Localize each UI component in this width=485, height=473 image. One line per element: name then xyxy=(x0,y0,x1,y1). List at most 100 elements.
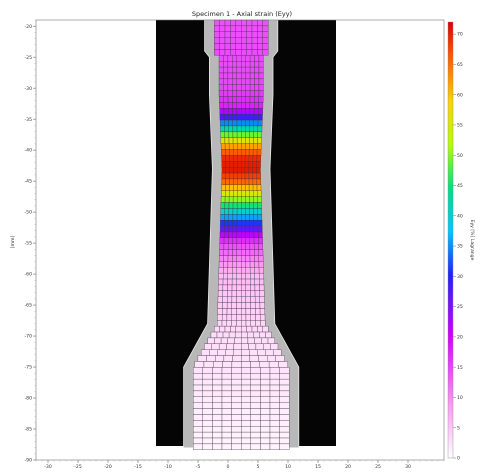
strain-cell xyxy=(221,443,232,450)
strain-cell xyxy=(218,78,224,85)
strain-cell xyxy=(233,343,242,350)
strain-cell xyxy=(241,119,246,127)
strain-cell xyxy=(250,272,255,280)
strain-cell xyxy=(251,49,258,56)
strain-cell xyxy=(275,355,285,362)
colorbar-tick-label: 5 xyxy=(457,425,460,431)
strain-cell xyxy=(221,320,227,327)
strain-cell xyxy=(231,373,242,380)
strain-cell xyxy=(245,320,251,327)
strain-cell xyxy=(269,396,280,403)
strain-cell xyxy=(244,178,250,186)
strain-cell xyxy=(241,396,251,403)
strain-cell xyxy=(231,302,237,309)
strain-cell xyxy=(221,390,232,397)
strain-cell xyxy=(253,196,258,203)
strain-cell xyxy=(258,90,264,97)
strain-cell xyxy=(279,414,290,421)
strain-cell xyxy=(212,367,223,374)
strain-cell xyxy=(228,114,233,121)
strain-cell xyxy=(257,37,263,44)
y-tick-label: -85 xyxy=(24,427,32,433)
strain-cell xyxy=(236,296,242,303)
strain-cell xyxy=(260,373,271,380)
strain-cell xyxy=(245,119,250,127)
strain-cell xyxy=(232,72,237,80)
strain-cell xyxy=(245,314,251,321)
strain-cell xyxy=(223,355,233,362)
strain-cell xyxy=(227,72,233,80)
strain-cell xyxy=(223,96,229,103)
strain-cell xyxy=(253,243,259,250)
strain-cell xyxy=(236,219,242,227)
strain-cell xyxy=(260,431,271,439)
strain-cell xyxy=(202,396,213,403)
colorbar-tick-label: 70 xyxy=(457,32,463,38)
strain-cell xyxy=(241,19,247,27)
strain-cell xyxy=(257,349,266,356)
strain-cell xyxy=(246,25,253,32)
y-tick-label: -75 xyxy=(24,365,32,371)
strain-cell xyxy=(253,108,259,115)
strain-cell xyxy=(221,155,226,162)
strain-cell xyxy=(244,161,250,168)
strain-cell xyxy=(218,278,224,286)
colorbar-gradient xyxy=(447,21,454,459)
strain-cell xyxy=(279,396,290,403)
strain-cell xyxy=(245,131,250,138)
strain-cell xyxy=(249,55,255,62)
strain-cell xyxy=(249,143,254,150)
strain-cell xyxy=(218,90,224,97)
strain-cell xyxy=(249,255,255,262)
strain-cell xyxy=(212,431,223,439)
strain-cell xyxy=(215,355,225,362)
strain-cell xyxy=(241,255,246,262)
strain-cell xyxy=(258,102,264,109)
y-axis-label: [mm] xyxy=(10,236,16,249)
x-tick-label: 20 xyxy=(345,464,351,470)
strain-cell xyxy=(235,19,242,27)
strain-cell xyxy=(228,108,233,115)
strain-cell xyxy=(202,390,213,397)
strain-cell xyxy=(194,361,205,368)
strain-cell xyxy=(245,55,251,62)
strain-cell xyxy=(227,78,233,85)
strain-cell xyxy=(212,426,223,433)
strain-cell xyxy=(202,384,213,392)
strain-cell xyxy=(217,320,223,327)
strain-cell xyxy=(228,119,233,127)
strain-cell xyxy=(249,137,254,144)
strain-cell xyxy=(236,284,242,291)
strain-cell xyxy=(228,237,233,244)
strain-cell xyxy=(236,137,242,144)
strain-cell xyxy=(225,184,230,191)
strain-cell xyxy=(257,31,263,38)
strain-cell xyxy=(269,414,280,421)
strain-cell xyxy=(231,390,242,397)
strain-cell xyxy=(269,402,280,409)
strain-cell xyxy=(227,61,233,68)
x-axis: -30 -25 -20 -15 -10 -5 0 5 10 15 20 25 30 xyxy=(35,460,445,470)
strain-cell xyxy=(254,102,259,109)
strain-cell xyxy=(253,237,259,244)
strain-cell xyxy=(250,373,261,380)
strain-cell xyxy=(263,343,271,350)
strain-cell xyxy=(222,296,228,303)
strain-cell xyxy=(227,267,233,274)
strain-cell xyxy=(193,420,203,427)
strain-cell xyxy=(236,131,242,138)
strain-cell xyxy=(249,61,255,68)
strain-cell xyxy=(223,66,229,74)
strain-cell xyxy=(257,119,263,127)
strain-cell xyxy=(221,149,226,156)
strain-cell xyxy=(241,202,246,209)
strain-cell xyxy=(214,37,220,44)
strain-cell xyxy=(227,261,233,268)
strain-cell xyxy=(236,78,242,85)
strain-cell xyxy=(221,408,232,415)
strain-cell xyxy=(245,190,250,197)
strain-cell xyxy=(214,43,220,50)
strain-cell xyxy=(260,420,271,427)
strain-cell xyxy=(232,355,242,362)
strain-cell xyxy=(219,243,225,250)
